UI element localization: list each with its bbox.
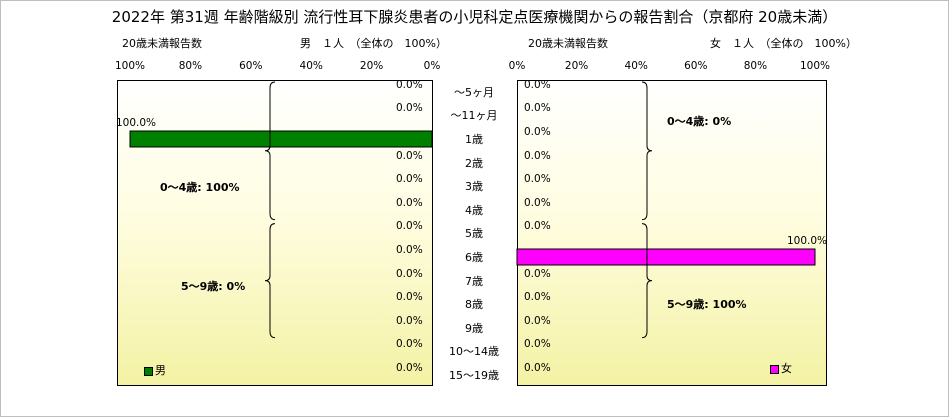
category-label: 3歳 [465, 180, 483, 194]
left-tick-label: 20% [359, 60, 384, 72]
male-data-label: 0.0% [396, 362, 423, 374]
right-tick-label: 0% [508, 60, 526, 72]
category-label: 15～19歳 [449, 369, 499, 382]
category-label: 9歳 [465, 321, 483, 335]
right-annotation-5-9: 5～9歳: 100% [667, 298, 747, 311]
category-label: ～11ヶ月 [450, 109, 498, 123]
left-brace-0-4 [264, 81, 276, 221]
left-brace-5-9 [264, 223, 276, 339]
left-legend: 男 [144, 362, 166, 378]
male-data-label: 0.0% [396, 220, 423, 233]
male-data-label: 0.0% [396, 314, 423, 327]
left-xlabel: 20歳未満報告数 [122, 37, 202, 50]
male-data-label: 0.0% [396, 196, 423, 209]
legend-label-male: 男 [155, 364, 166, 377]
right-tick-label: 40% [624, 60, 648, 72]
female-data-label: 0.0% [524, 173, 551, 186]
right-xlabel: 20歳未満報告数 [528, 37, 608, 50]
left-annotation-0-4: 0～4歳: 100% [160, 181, 240, 194]
left-tick-label: 100% [114, 60, 146, 72]
right-tick-label: 20% [564, 60, 589, 72]
legend-swatch-female [770, 364, 779, 374]
right-annotation-0-4: 0～4歳: 0% [667, 115, 732, 128]
chart-title: 2022年 第31週 年齢階級別 流行性耳下腺炎患者の小児科定点医療機関からの報… [111, 8, 838, 26]
female-bar [516, 248, 816, 266]
female-data-label: 0.0% [524, 338, 551, 351]
female-data-label: 0.0% [524, 78, 551, 91]
category-label: 8歳 [465, 298, 483, 312]
right-tick-label: 80% [743, 60, 768, 72]
category-label: 5歳 [465, 227, 483, 241]
left-tick-label: 40% [299, 60, 323, 72]
female-data-label: 0.0% [524, 196, 551, 209]
male-data-label: 100.0% [116, 117, 157, 129]
category-label: 7歳 [465, 274, 483, 288]
left-tick-label: 80% [178, 60, 203, 72]
category-label: 4歳 [465, 203, 483, 217]
category-label: 6歳 [465, 251, 483, 264]
male-data-label: 0.0% [396, 102, 423, 115]
right-legend: 女 [770, 360, 792, 376]
right-tick-label: 100% [799, 60, 831, 72]
left-subtitle: 男 １人 （全体の 100%） [300, 37, 447, 50]
female-data-label: 0.0% [524, 126, 551, 138]
female-data-label: 0.0% [524, 267, 551, 280]
category-label: 2歳 [465, 156, 483, 170]
left-tick-label: 60% [239, 60, 263, 72]
female-data-label: 100.0% [787, 235, 828, 247]
male-data-label: 0.0% [396, 244, 423, 256]
female-data-label: 0.0% [524, 220, 551, 233]
legend-label-female: 女 [781, 362, 792, 375]
right-subtitle: 女 １人 （全体の 100%） [710, 37, 857, 50]
left-annotation-5-9: 5～9歳: 0% [181, 280, 246, 293]
category-label: ～5ヶ月 [454, 85, 494, 99]
female-data-label: 0.0% [524, 362, 551, 374]
male-data-label: 0.0% [396, 173, 423, 186]
right-tick-label: 60% [684, 60, 708, 72]
male-data-label: 0.0% [396, 291, 423, 304]
male-data-label: 0.0% [396, 267, 423, 280]
male-bar [129, 130, 433, 148]
right-plot-area [517, 80, 827, 386]
right-brace-0-4 [641, 81, 653, 221]
female-data-label: 0.0% [524, 291, 551, 304]
female-data-label: 0.0% [524, 314, 551, 327]
female-data-label: 0.0% [524, 149, 551, 162]
male-data-label: 0.0% [396, 149, 423, 162]
category-label: 1歳 [465, 133, 483, 146]
male-data-label: 0.0% [396, 78, 423, 91]
category-label: 10～14歳 [449, 345, 499, 359]
female-data-label: 0.0% [524, 102, 551, 115]
right-brace-5-9 [641, 223, 653, 339]
left-tick-label: 0% [423, 60, 441, 72]
male-data-label: 0.0% [396, 338, 423, 351]
legend-swatch-male [144, 366, 153, 376]
